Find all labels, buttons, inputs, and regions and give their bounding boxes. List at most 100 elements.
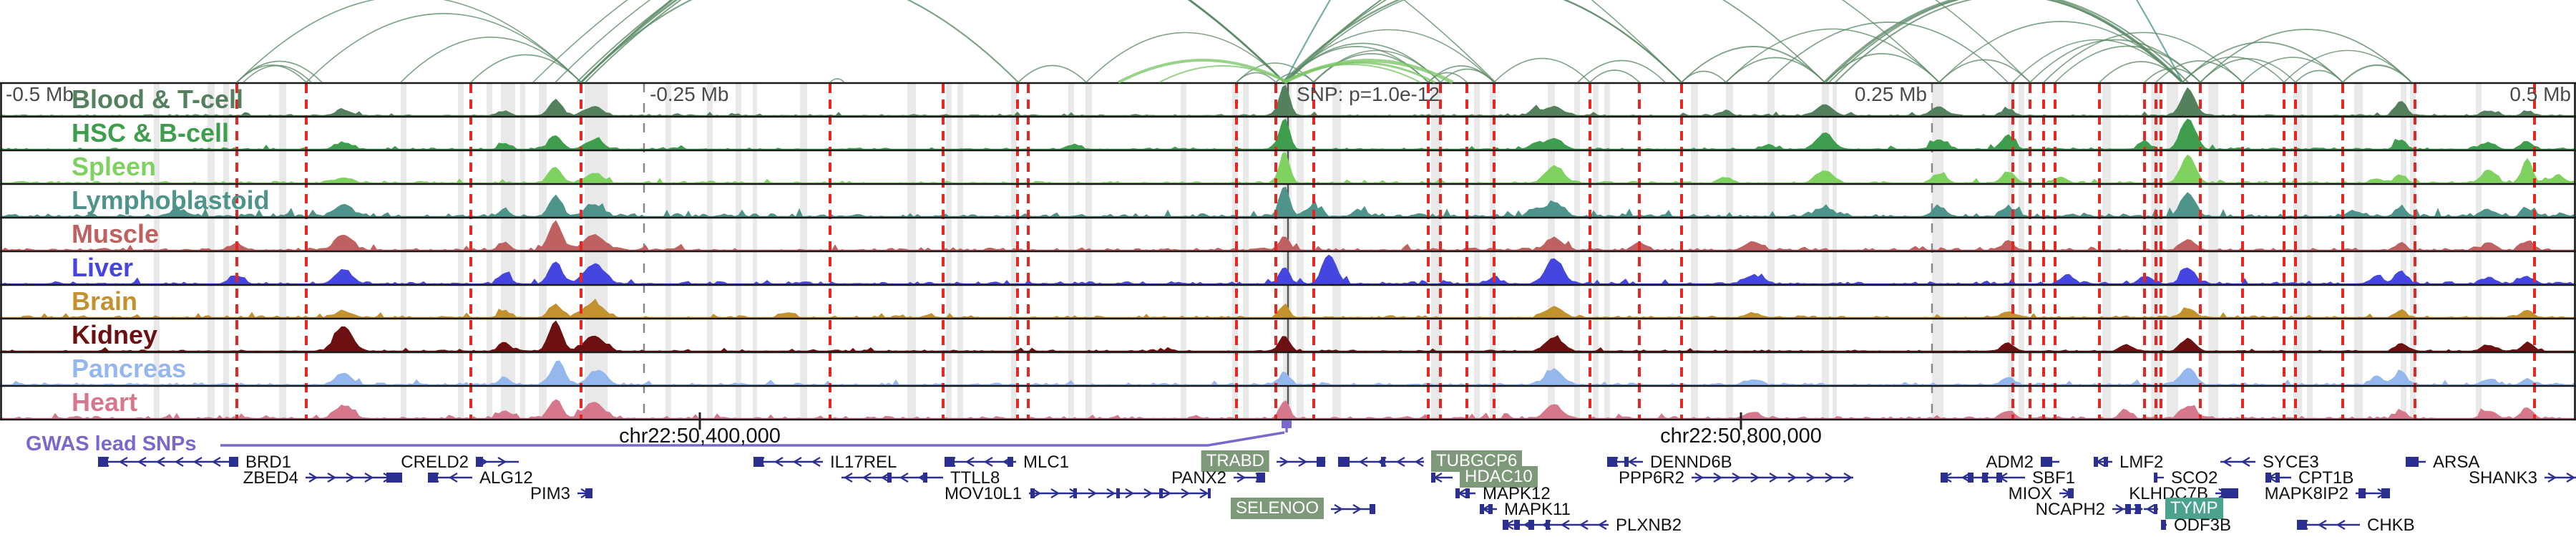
gene-label-shank3[interactable]: SHANK3 bbox=[2468, 468, 2537, 488]
signal-track-hsc-b-cell[interactable] bbox=[1, 118, 2575, 150]
gene-label-ppp6r2[interactable]: PPP6R2 bbox=[1618, 468, 1684, 488]
interaction-arc bbox=[1236, 62, 1314, 83]
gene-selenoo[interactable] bbox=[1331, 504, 1375, 514]
signal-track-spleen[interactable] bbox=[1, 152, 2575, 184]
gene-label-adm2[interactable]: ADM2 bbox=[1986, 453, 2034, 472]
gene-label-syce3[interactable]: SYCE3 bbox=[2263, 453, 2319, 472]
gene-dennd6b[interactable] bbox=[1607, 457, 1643, 467]
signal-track-pancreas[interactable] bbox=[1, 360, 2575, 385]
interaction-arc bbox=[532, 0, 1285, 83]
gene-hdac10[interactable] bbox=[1431, 473, 1453, 483]
gene-label-chkb[interactable]: CHKB bbox=[2367, 516, 2415, 535]
signal-track-kidney[interactable] bbox=[1, 320, 2575, 352]
gene-label-cpt1b[interactable]: CPT1B bbox=[2298, 468, 2354, 488]
gene-il17rel[interactable] bbox=[753, 457, 823, 467]
gene-label-panx2[interactable]: PANX2 bbox=[1171, 468, 1226, 488]
gene-zbed4[interactable] bbox=[306, 473, 402, 483]
gene-mov10l1[interactable] bbox=[1029, 488, 1211, 498]
gwas-snp-marker[interactable] bbox=[1282, 420, 1292, 428]
track-label-liver[interactable]: Liver bbox=[72, 253, 134, 282]
gene-ttll8[interactable] bbox=[841, 473, 943, 483]
interaction-arc bbox=[1938, 59, 2031, 83]
gene-label-zbed4[interactable]: ZBED4 bbox=[243, 468, 298, 488]
gene-pim3[interactable] bbox=[577, 488, 592, 498]
interaction-arc bbox=[1725, 57, 1825, 83]
gene-sbf1[interactable] bbox=[1941, 473, 2025, 483]
gene-adm2[interactable] bbox=[2041, 457, 2059, 467]
track-label-muscle[interactable]: Muscle bbox=[72, 219, 160, 248]
gene-label-ncaph2[interactable]: NCAPH2 bbox=[2035, 500, 2105, 519]
track-label-blood-t-cell[interactable]: Blood & T-cell bbox=[72, 84, 244, 114]
gene-label-mapk8ip2[interactable]: MAPK8IP2 bbox=[2264, 484, 2348, 503]
track-label-spleen[interactable]: Spleen bbox=[72, 152, 157, 181]
gene-plxnb2[interactable] bbox=[1503, 520, 1609, 530]
gene-label-trabd[interactable]: TRABD bbox=[1201, 450, 1269, 472]
gene-panx2[interactable] bbox=[1234, 473, 1265, 483]
gene-label-brd1[interactable]: BRD1 bbox=[245, 453, 292, 472]
gene-miox[interactable] bbox=[2059, 488, 2074, 498]
gene-syce3[interactable] bbox=[2220, 457, 2255, 467]
gene-label-plxnb2[interactable]: PLXNB2 bbox=[1616, 516, 1682, 535]
gene-label-mov10l1[interactable]: MOV10L1 bbox=[944, 484, 1022, 503]
gene-tubgcp6[interactable] bbox=[1338, 457, 1424, 467]
gene-mapk11[interactable] bbox=[1480, 504, 1497, 514]
interaction-arc bbox=[1282, 0, 1682, 83]
signal-track-blood-t-cell[interactable] bbox=[1, 84, 2575, 117]
track-label-hsc-b-cell[interactable]: HSC & B-cell bbox=[72, 118, 230, 147]
gene-label-hdac10[interactable]: HDAC10 bbox=[1460, 466, 1538, 488]
gene-chkb[interactable] bbox=[2297, 520, 2360, 530]
gene-label-dennd6b[interactable]: DENND6B bbox=[1650, 453, 1732, 472]
gene-ncaph2[interactable] bbox=[2112, 504, 2144, 514]
gene-sco2[interactable] bbox=[2154, 473, 2164, 483]
interaction-arc bbox=[1018, 64, 1087, 83]
gene-odf3b[interactable] bbox=[2161, 520, 2167, 530]
gene-label-lmf2[interactable]: LMF2 bbox=[2119, 453, 2164, 472]
gene-annotation-layer bbox=[98, 457, 2576, 530]
gene-label-arsa[interactable]: ARSA bbox=[2433, 453, 2480, 472]
gene-alg12[interactable] bbox=[428, 473, 472, 483]
ruler-label-plus-quarter: 0.25 Mb bbox=[1854, 83, 1927, 105]
interaction-arc bbox=[306, 13, 582, 83]
track-label-heart[interactable]: Heart bbox=[72, 387, 138, 417]
interaction-arc bbox=[1835, 0, 2183, 83]
signal-track-brain[interactable] bbox=[1, 299, 2575, 318]
gene-mlc1[interactable] bbox=[945, 457, 1016, 467]
interaction-arc bbox=[2295, 69, 2343, 83]
gene-label-sco2[interactable]: SCO2 bbox=[2171, 468, 2218, 488]
gene-tymp[interactable] bbox=[2144, 504, 2158, 514]
gene-mapk12[interactable] bbox=[1455, 488, 1475, 498]
gene-ppp6r2[interactable] bbox=[1692, 473, 1853, 483]
gene-label-ttll8[interactable]: TTLL8 bbox=[950, 468, 1000, 488]
gene-label-il17rel[interactable]: IL17REL bbox=[830, 453, 897, 472]
gene-label-creld2[interactable]: CRELD2 bbox=[401, 453, 469, 472]
gene-arsa[interactable] bbox=[2406, 457, 2426, 467]
gene-label-mapk11[interactable]: MAPK11 bbox=[1504, 500, 1571, 519]
interaction-arc bbox=[2012, 39, 2183, 83]
gene-label-miox[interactable]: MIOX bbox=[2008, 484, 2052, 503]
gene-lmf2[interactable] bbox=[2094, 457, 2112, 467]
signal-track-heart[interactable] bbox=[1, 399, 2575, 419]
gene-shank3[interactable] bbox=[2545, 473, 2576, 483]
gene-brd1[interactable] bbox=[98, 457, 238, 467]
gene-label-tymp[interactable]: TYMP bbox=[2165, 498, 2223, 519]
gene-label-odf3b[interactable]: ODF3B bbox=[2174, 516, 2232, 535]
gene-label-sbf1[interactable]: SBF1 bbox=[2032, 468, 2076, 488]
track-label-kidney[interactable]: Kidney bbox=[72, 320, 158, 349]
gene-label-mlc1[interactable]: MLC1 bbox=[1023, 453, 1070, 472]
gene-cpt1b[interactable] bbox=[2265, 473, 2291, 483]
track-label-lymphoblastoid[interactable]: Lymphoblastoid bbox=[72, 185, 270, 215]
gene-label-pim3[interactable]: PIM3 bbox=[530, 484, 570, 503]
gene-creld2[interactable] bbox=[476, 457, 519, 467]
gene-mapk8ip2[interactable] bbox=[2356, 488, 2390, 498]
gene-klhdc7b[interactable] bbox=[2215, 488, 2238, 498]
gene-label-selenoo[interactable]: SELENOO bbox=[1230, 498, 1324, 519]
track-label-pancreas[interactable]: Pancreas bbox=[72, 354, 187, 383]
track-label-brain[interactable]: Brain bbox=[72, 286, 138, 316]
signal-track-lymphoblastoid[interactable] bbox=[1, 186, 2575, 217]
gene-label-mapk12[interactable]: MAPK12 bbox=[1483, 484, 1551, 503]
gene-trabd[interactable] bbox=[1277, 457, 1327, 467]
signal-track-liver[interactable] bbox=[1, 254, 2575, 284]
gene-label-alg12[interactable]: ALG12 bbox=[479, 468, 533, 488]
signal-track-muscle[interactable] bbox=[1, 220, 2575, 251]
